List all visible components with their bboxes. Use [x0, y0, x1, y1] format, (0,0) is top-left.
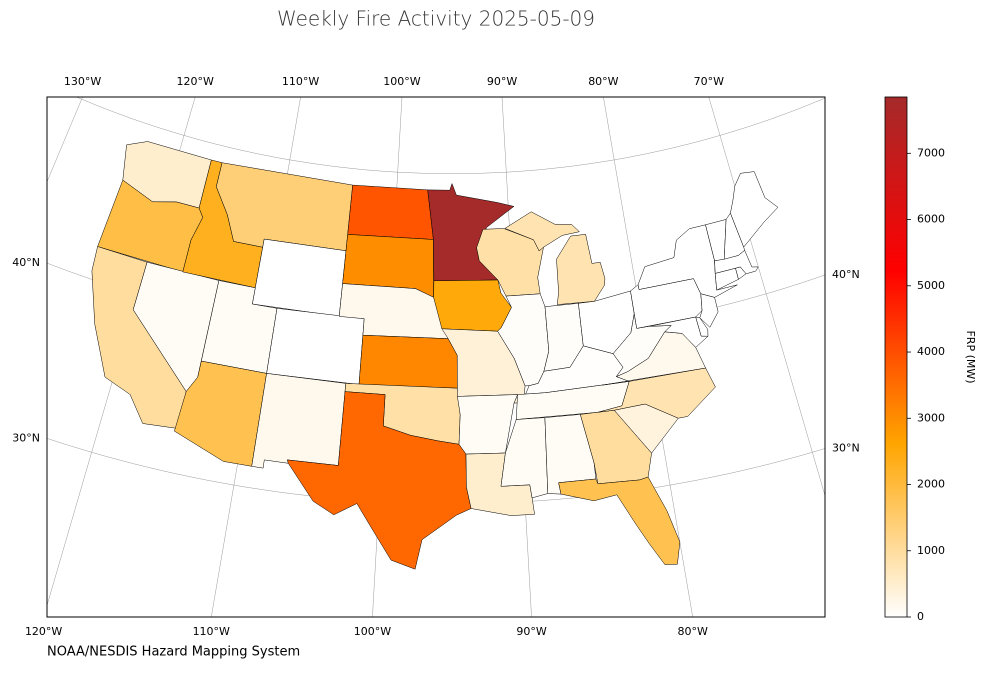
- region: [695, 316, 709, 337]
- region: [251, 373, 347, 469]
- grid-line: [47, 97, 83, 183]
- y-tick-label: 30°N: [12, 431, 40, 444]
- region: [252, 238, 347, 317]
- chart-title: Weekly Fire Activity 2025-05-09: [277, 7, 595, 31]
- region: [558, 476, 681, 565]
- colorbar-tick-label: 1000: [917, 544, 945, 557]
- colorbar-tick-label: 2000: [917, 478, 945, 491]
- source-note: NOAA/NESDIS Hazard Mapping System: [47, 645, 300, 660]
- y-tick-label: 40°N: [832, 268, 860, 281]
- grid-line: [708, 97, 825, 497]
- region: [433, 279, 512, 332]
- colorbar-label: FRP (MW): [964, 330, 977, 383]
- x-tick-label: 100°W: [354, 625, 391, 638]
- x-tick-label: 100°W: [383, 75, 420, 88]
- y-tick-label: 30°N: [832, 441, 860, 454]
- region: [730, 171, 779, 248]
- x-tick-label: 90°W: [487, 75, 517, 88]
- colorbar: [884, 96, 908, 618]
- colorbar-tick-label: 4000: [917, 345, 945, 358]
- colorbar-tick-label: 3000: [917, 411, 945, 424]
- colorbar-tick-label: 6000: [917, 213, 945, 226]
- x-tick-label: 80°W: [678, 625, 708, 638]
- region: [287, 391, 472, 570]
- region: [597, 367, 716, 419]
- colorbar-tick-label: 7000: [917, 146, 945, 159]
- region: [347, 184, 434, 240]
- x-tick-label: 110°W: [282, 75, 319, 88]
- graticule: [75, 97, 825, 174]
- region: [699, 293, 719, 328]
- y-tick-label: 40°N: [12, 256, 40, 269]
- colorbar-tick-label: 5000: [917, 279, 945, 292]
- region: [504, 211, 606, 305]
- x-tick-label: 120°W: [25, 625, 62, 638]
- x-tick-label: 120°W: [177, 75, 214, 88]
- map-frame: [46, 96, 826, 618]
- colorbar-tick-label: 0: [917, 610, 924, 623]
- x-tick-label: 70°W: [694, 75, 724, 88]
- x-tick-label: 90°W: [516, 625, 546, 638]
- x-tick-label: 130°W: [64, 75, 101, 88]
- map-area: [47, 97, 825, 617]
- region: [500, 417, 549, 499]
- x-tick-label: 110°W: [193, 625, 230, 638]
- region: [266, 308, 365, 385]
- x-tick-label: 80°W: [588, 75, 618, 88]
- region: [216, 162, 353, 252]
- region: [358, 334, 458, 389]
